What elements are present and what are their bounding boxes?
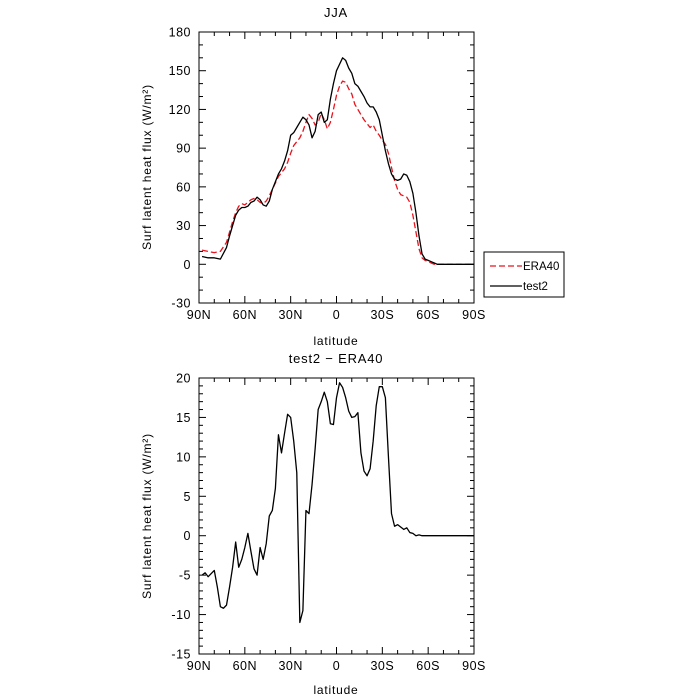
panel-top-plot-area: 90N 60N 30N 0 30S 60S 90S -30 0 30 60 90 120 150 180 xyxy=(169,26,486,323)
legend-label-test2: test2 xyxy=(523,281,548,293)
panel-top-frame xyxy=(198,31,475,304)
panel-top-y-tick-label: 60 xyxy=(176,180,191,194)
panel-top-y-tick-label: 120 xyxy=(169,103,191,117)
panel-bottom-plot-area: 90N 60N 30N 0 30S 60S 90S -15 -10 -5 0 5 10 15 20 xyxy=(171,372,485,674)
panel-top-x-tick-label: 30S xyxy=(370,308,394,322)
panel-bottom-y-tick-label: 5 xyxy=(184,490,191,504)
panel-bottom-y-tick-label: -10 xyxy=(171,608,191,622)
panel-top-x-tick-label: 60S xyxy=(416,308,440,322)
panel-top-x-tick-label: 30N xyxy=(278,308,302,322)
panel-bottom-y-tick-label: -5 xyxy=(179,569,191,583)
panel-bottom-y-tick-label: 15 xyxy=(176,411,191,425)
panel-bottom: test2 − ERA40 90N 60N 30N 0 30S 60S 90S -15 -10 -… xyxy=(140,351,485,697)
panel-bottom-x-tick-label: 30N xyxy=(278,659,302,673)
panel-bottom-x-axis-label: latitude xyxy=(313,683,358,697)
panel-top-y-tick-label: 30 xyxy=(176,219,191,233)
panel-bottom-frame xyxy=(198,377,475,655)
panel-top-y-tick-label: -30 xyxy=(171,297,191,311)
panel-bottom-y-tick-label: 20 xyxy=(176,372,191,386)
panel-top-y-tick-label: 180 xyxy=(169,26,191,40)
panel-bottom-x-tick-label: 30S xyxy=(370,659,394,673)
panel-top-y-tick-label: 0 xyxy=(184,258,191,272)
panel-top-y-axis-label: Surf latent heat flux (W/m²) xyxy=(140,84,154,250)
panel-top-x-tick-label: 0 xyxy=(333,308,340,322)
panel-bottom-y-tick-label: 0 xyxy=(184,529,191,543)
panel-top-series-test2 xyxy=(201,57,474,265)
panel-top-x-axis-label: latitude xyxy=(313,334,358,348)
panel-bottom-x-tick-label: 60N xyxy=(233,659,257,673)
panel-bottom-y-axis-label: Surf latent heat flux (W/m²) xyxy=(140,433,154,599)
panel-bottom-title: test2 − ERA40 xyxy=(289,351,384,366)
panel-bottom-y-tick-label: 10 xyxy=(176,450,191,464)
panel-bottom-x-tick-label: 90N xyxy=(187,659,211,673)
panel-top-series-era40 xyxy=(201,80,474,265)
legend-box xyxy=(483,251,565,298)
legend-label-era40: ERA40 xyxy=(523,261,559,273)
panel-top-x-tick-label: 90N xyxy=(187,308,211,322)
panel-bottom-y-tick-label: -15 xyxy=(171,648,191,662)
panel-bottom-x-tick-label: 60S xyxy=(416,659,440,673)
panel-top-title: JJA xyxy=(324,5,348,20)
panel-top: JJA 90N 60N 30N 0 30S 60S 90S -30 0 30 60 90 120 150 1… xyxy=(140,5,565,348)
panel-top-x-tick-label: 90S xyxy=(462,308,486,322)
panel-bottom-series-difference xyxy=(201,382,474,624)
legend: ERA40 test2 xyxy=(483,251,565,298)
panel-top-y-tick-label: 150 xyxy=(169,64,191,78)
panel-top-y-tick-label: 90 xyxy=(176,142,191,156)
panel-bottom-x-tick-label: 0 xyxy=(333,659,340,673)
panel-top-x-tick-label: 60N xyxy=(233,308,257,322)
panel-bottom-x-tick-label: 90S xyxy=(462,659,486,673)
